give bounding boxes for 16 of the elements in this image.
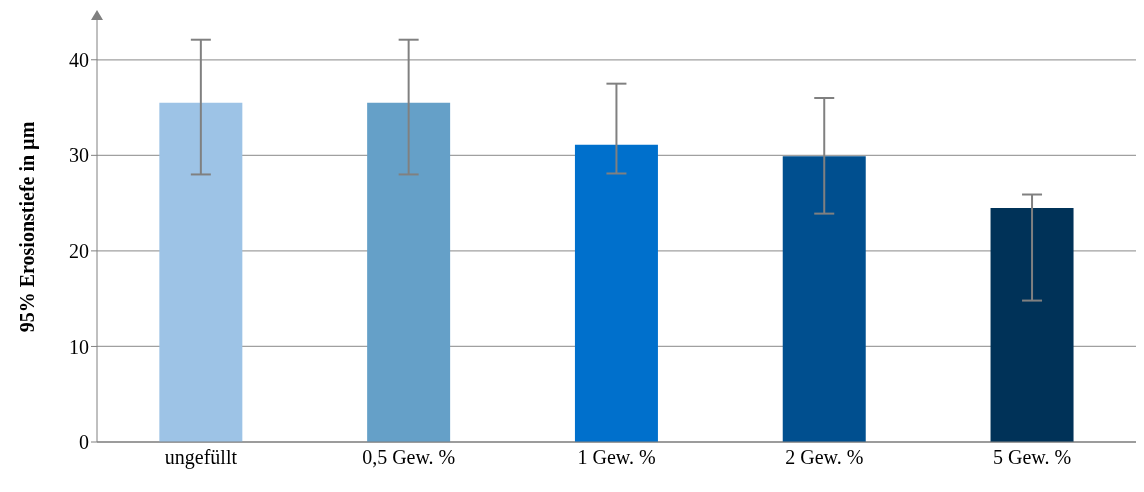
x-tick-label: 0,5 Gew. %	[362, 446, 456, 469]
y-axis-title: 95% Erosionstiefe in µm	[16, 121, 40, 333]
bar	[574, 144, 658, 442]
x-tick-label: 2 Gew. %	[785, 446, 864, 469]
y-tick-label: 20	[69, 239, 89, 262]
y-tick-label: 0	[79, 431, 89, 454]
x-tick-label: 5 Gew. %	[993, 446, 1072, 469]
bar	[782, 156, 866, 442]
y-tick-label: 30	[69, 144, 89, 167]
y-tick-label: 10	[69, 335, 89, 358]
bar	[367, 102, 451, 442]
y-tick-label: 40	[69, 48, 89, 71]
x-tick-label: 1 Gew. %	[577, 446, 656, 469]
bar	[159, 102, 243, 442]
bar	[990, 207, 1074, 442]
x-tick-label: ungefüllt	[164, 446, 238, 470]
